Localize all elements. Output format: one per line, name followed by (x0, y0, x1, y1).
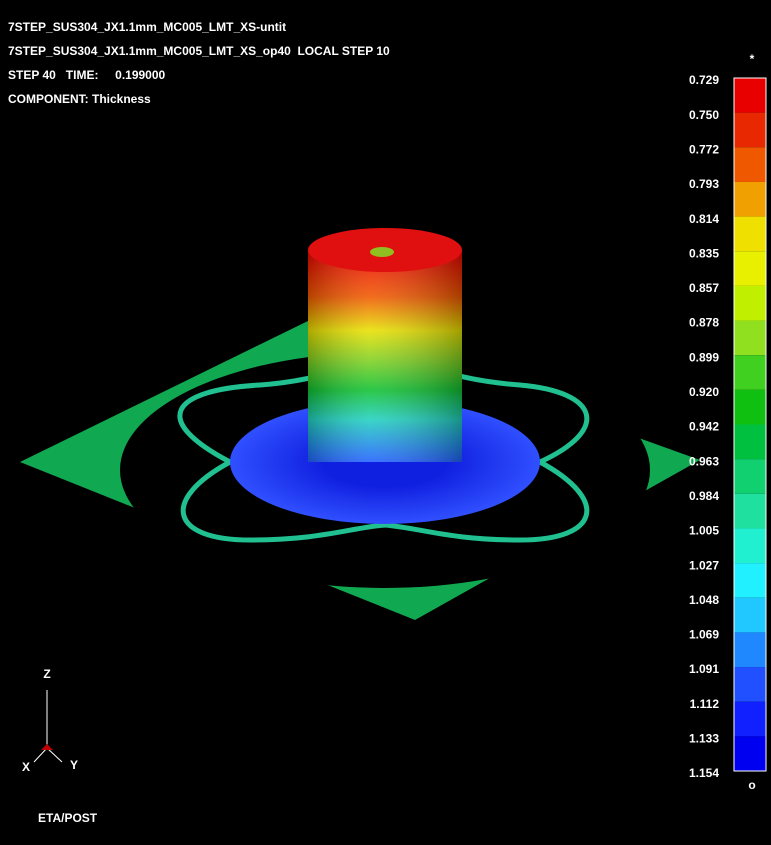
y-axis (46, 747, 63, 763)
legend-label: 0.793 (689, 177, 719, 191)
legend-swatch (734, 78, 766, 113)
legend: * 0.729 0.750 0.772 0.793 0.814 0.835 0.857 0.87… (689, 52, 767, 792)
legend-label: 1.091 (689, 662, 719, 676)
legend-swatch (734, 459, 766, 494)
legend-label: 0.899 (689, 350, 719, 364)
legend-swatch (734, 181, 766, 217)
legend-swatch (734, 597, 766, 633)
triad-origin (41, 744, 53, 750)
legend-label: 0.878 (689, 316, 719, 330)
header-line: 7STEP_SUS304_JX1.1mm_MC005_LMT_XS_op40 L… (8, 44, 390, 58)
legend-bottom-mark: o (748, 778, 755, 792)
header: 7STEP_SUS304_JX1.1mm_MC005_LMT_XS-untit 7… (8, 20, 390, 106)
header-line: 7STEP_SUS304_JX1.1mm_MC005_LMT_XS-untit (8, 20, 286, 34)
legend-label: 1.112 (690, 697, 720, 711)
legend-label: 1.005 (689, 524, 719, 538)
model (20, 228, 700, 620)
header-line: COMPONENT: Thickness (8, 92, 151, 106)
cup-shade (308, 250, 462, 462)
legend-label: 0.942 (689, 420, 719, 434)
legend-swatch (734, 147, 766, 182)
legend-label: 0.857 (689, 281, 719, 295)
legend-label: 1.154 (689, 766, 719, 780)
legend-swatch (734, 389, 766, 425)
legend-swatch (734, 493, 766, 529)
cup-center (370, 247, 394, 257)
legend-swatch (734, 528, 766, 564)
legend-swatch (734, 285, 766, 321)
legend-swatch (734, 251, 766, 286)
legend-swatch (734, 216, 766, 252)
legend-label: 1.069 (689, 628, 719, 642)
legend-swatch (734, 355, 766, 390)
legend-swatch (734, 563, 766, 598)
y-label: Y (70, 758, 78, 772)
x-label: X (22, 760, 30, 774)
legend-label: 0.984 (689, 489, 719, 503)
header-line: STEP 40 TIME: 0.199000 (8, 68, 166, 82)
legend-label: 1.133 (689, 732, 719, 746)
legend-top-mark: * (750, 52, 755, 66)
legend-swatch (734, 701, 766, 737)
legend-swatch (734, 667, 766, 702)
legend-label: 0.750 (689, 108, 719, 122)
legend-label: 1.027 (689, 558, 719, 572)
legend-swatch (734, 320, 766, 356)
x-axis (33, 747, 48, 763)
legend-label: 0.963 (689, 454, 719, 468)
axis-triad: Z X Y (22, 667, 78, 774)
legend-label: 1.048 (689, 593, 719, 607)
footer: ETA/POST (38, 811, 98, 825)
legend-frame (733, 77, 767, 772)
legend-swatch (734, 112, 766, 148)
legend-label: 0.920 (689, 385, 719, 399)
legend-swatch (734, 632, 766, 668)
legend-label: 0.772 (689, 142, 719, 156)
z-label: Z (43, 667, 50, 681)
legend-label: 0.835 (689, 246, 719, 260)
legend-swatch (734, 736, 766, 771)
legend-label: 0.814 (689, 212, 719, 226)
legend-label: 0.729 (689, 73, 719, 87)
legend-swatch (734, 424, 766, 460)
